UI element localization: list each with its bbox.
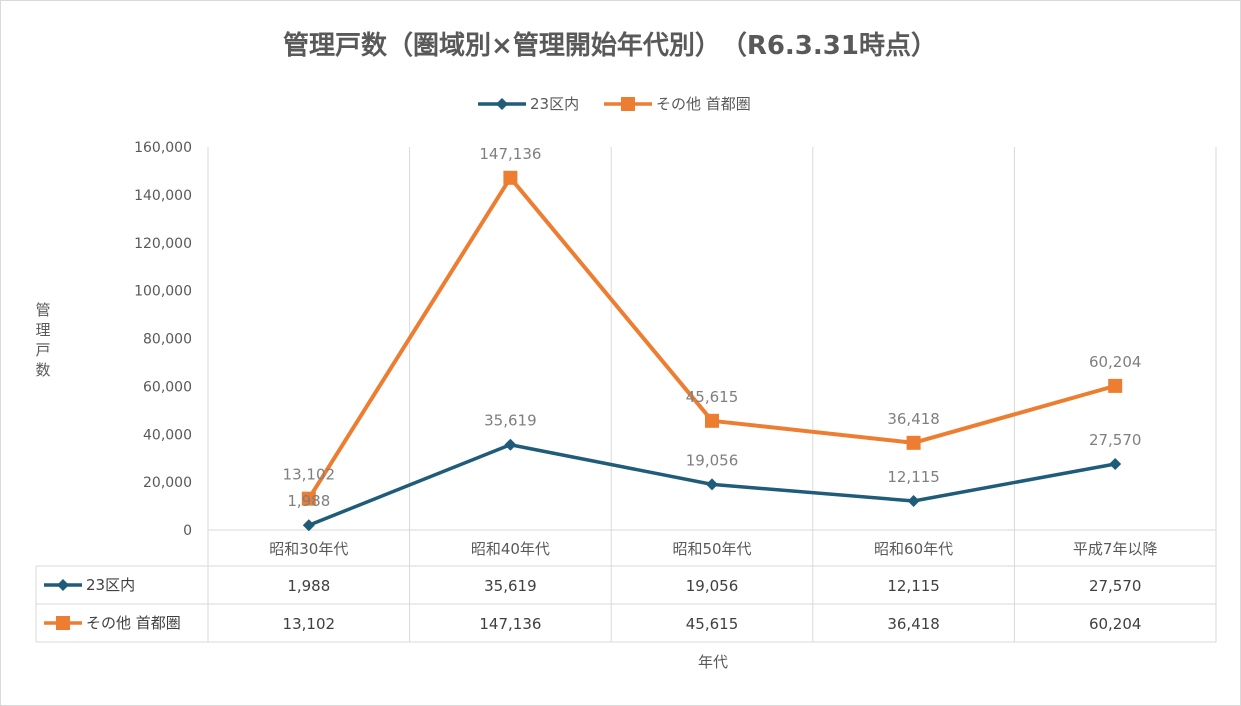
data-point xyxy=(504,438,517,451)
table-cell: 27,570 xyxy=(1089,577,1142,595)
grid xyxy=(207,147,1217,531)
series-markers xyxy=(301,170,1123,532)
y-tick-label: 0 xyxy=(183,523,192,539)
y-axis-title-char: 戸 xyxy=(35,341,50,359)
table-cell: 147,136 xyxy=(479,615,541,633)
table-cell: 1,988 xyxy=(287,577,330,595)
y-tick-label: 120,000 xyxy=(134,236,192,252)
legend-label: その他 首都圏 xyxy=(656,95,751,113)
x-tick-label: 昭和60年代 xyxy=(874,540,953,558)
legend-marker xyxy=(621,97,635,111)
table-cell: 12,115 xyxy=(887,577,940,595)
y-axis-title-char: 理 xyxy=(35,321,50,339)
table-series-name: その他 首都圏 xyxy=(86,614,181,632)
data-point xyxy=(1108,378,1123,393)
x-tick-label: 昭和50年代 xyxy=(672,540,751,558)
data-labels: 1,988 35,619 19,056 12,115 27,570 13,102 147,1… xyxy=(283,145,1142,510)
data-label: 19,056 xyxy=(686,451,739,469)
data-label: 35,619 xyxy=(484,412,537,430)
table-cell: 45,615 xyxy=(686,615,739,633)
data-point xyxy=(1109,458,1122,471)
y-axis-title: 管理戸数 xyxy=(35,301,50,379)
y-tick-label: 140,000 xyxy=(134,188,192,204)
data-point xyxy=(706,478,718,491)
data-point xyxy=(302,519,315,532)
x-tick-label: 昭和40年代 xyxy=(471,540,550,558)
chart-title: 管理戸数（圏域別×管理開始年代別） （R6.3.31時点） xyxy=(283,30,937,61)
data-label: 45,615 xyxy=(686,388,739,406)
y-tick-label: 80,000 xyxy=(143,332,192,348)
y-axis-title-char: 管 xyxy=(35,301,50,319)
y-axis-title-char: 数 xyxy=(35,361,50,379)
x-tick-label: 平成7年以降 xyxy=(1073,540,1158,558)
table-legend-marker xyxy=(56,616,70,630)
data-label: 1,988 xyxy=(287,492,330,510)
x-tick-label: 昭和30年代 xyxy=(269,540,348,558)
data-point xyxy=(301,491,316,506)
table-cell: 35,619 xyxy=(484,577,537,595)
y-tick-label: 60,000 xyxy=(143,379,192,395)
data-point xyxy=(906,435,921,450)
table-cell: 19,056 xyxy=(686,577,739,595)
data-point xyxy=(503,170,518,185)
table-series-name: 23区内 xyxy=(86,576,135,594)
table-cell: 60,204 xyxy=(1089,615,1142,633)
table-legend-marker xyxy=(57,579,69,591)
y-axis: 0 20,000 40,000 60,000 80,000 100,000 120,000 1… xyxy=(134,140,192,539)
data-label: 60,204 xyxy=(1089,353,1142,371)
table-cell: 13,102 xyxy=(283,615,336,633)
data-label: 27,570 xyxy=(1089,431,1142,449)
data-table: 昭和30年代 昭和40年代 昭和50年代 昭和60年代 平成7年以降 23区内 1,988 3… xyxy=(35,530,1217,643)
y-tick-label: 100,000 xyxy=(134,284,192,300)
data-label: 12,115 xyxy=(887,468,940,486)
data-label: 147,136 xyxy=(479,145,541,163)
y-tick-label: 160,000 xyxy=(134,140,192,156)
legend-marker xyxy=(496,98,508,110)
y-tick-label: 20,000 xyxy=(143,475,192,491)
data-point xyxy=(907,494,920,507)
legend-label: 23区内 xyxy=(530,95,579,113)
table-cell: 36,418 xyxy=(887,615,940,633)
series-lines xyxy=(307,175,1116,527)
legend: 23区内 その他 首都圏 xyxy=(478,95,751,113)
x-axis-title: 年代 xyxy=(698,653,728,671)
data-point xyxy=(705,413,719,428)
data-label: 36,418 xyxy=(887,410,940,428)
y-tick-label: 40,000 xyxy=(143,427,192,443)
data-label: 13,102 xyxy=(283,466,336,484)
